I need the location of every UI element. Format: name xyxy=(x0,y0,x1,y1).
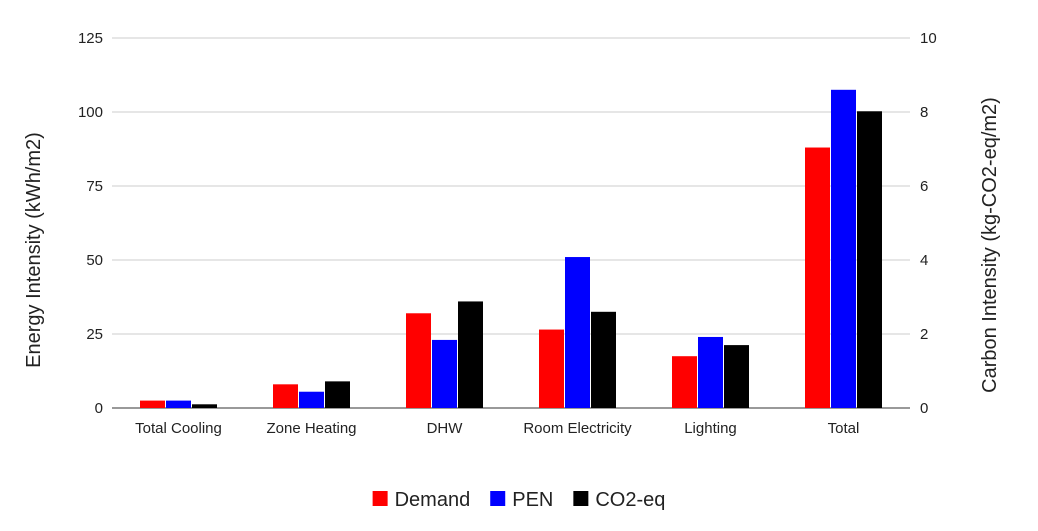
legend-label: CO2-eq xyxy=(595,489,665,511)
bar-pen-zone-heating xyxy=(299,391,324,408)
category-label: Total Cooling xyxy=(135,420,222,437)
right-axis-title: Carbon Intensity (kg-CO2-eq/m2) xyxy=(979,97,1001,393)
bar-demand-total-cooling xyxy=(140,400,165,408)
bar-co2-eq-dhw xyxy=(458,301,483,408)
legend-swatch xyxy=(573,491,589,506)
category-label: DHW xyxy=(427,420,464,437)
bar-co2-eq-lighting xyxy=(724,345,749,408)
right-tick-label: 2 xyxy=(920,326,928,343)
right-tick-label: 4 xyxy=(920,252,928,269)
legend-swatch xyxy=(490,491,506,506)
bars xyxy=(140,89,882,409)
right-tick-label: 8 xyxy=(920,104,928,121)
bar-pen-total-cooling xyxy=(166,400,191,408)
legend-item-demand: Demand xyxy=(372,489,471,511)
bar-pen-dhw xyxy=(432,339,457,408)
legend-swatch xyxy=(372,491,388,506)
bar-co2-eq-total xyxy=(857,111,882,408)
left-axis-title: Energy Intensity (kWh/m2) xyxy=(23,132,45,368)
bar-co2-eq-zone-heating xyxy=(325,381,350,408)
bar-demand-total xyxy=(805,147,830,408)
bar-demand-lighting xyxy=(672,356,697,408)
bar-pen-room-electricity xyxy=(565,257,590,408)
legend-label: Demand xyxy=(395,489,471,511)
bar-demand-dhw xyxy=(406,313,431,408)
left-tick-label: 125 xyxy=(78,30,103,47)
category-label: Room Electricity xyxy=(523,420,632,437)
left-axis-ticks: 0 25 50 75 100 125 xyxy=(78,30,103,417)
bar-pen-lighting xyxy=(698,336,723,408)
gridlines xyxy=(112,37,910,409)
bar-demand-room-electricity xyxy=(539,329,564,408)
right-axis-ticks: 0 2 4 6 8 10 xyxy=(920,30,937,417)
left-tick-label: 100 xyxy=(78,104,103,121)
category-labels: Total Cooling Zone Heating DHW Room Electri… xyxy=(135,420,859,437)
legend: Demand PEN CO2-eq xyxy=(372,489,665,511)
category-label: Lighting xyxy=(684,420,737,437)
legend-item-pen: PEN xyxy=(490,489,553,511)
category-label: Zone Heating xyxy=(266,420,356,437)
left-tick-label: 25 xyxy=(86,326,103,343)
left-tick-label: 50 xyxy=(86,252,103,269)
left-tick-label: 0 xyxy=(95,400,103,417)
legend-item-co2-eq: CO2-eq xyxy=(573,489,665,511)
bar-co2-eq-total-cooling xyxy=(192,404,217,408)
category-label: Total xyxy=(828,420,860,437)
left-tick-label: 75 xyxy=(86,178,103,195)
bar-demand-zone-heating xyxy=(273,384,298,408)
legend-label: PEN xyxy=(512,489,553,511)
right-tick-label: 6 xyxy=(920,178,928,195)
bar-co2-eq-room-electricity xyxy=(591,311,616,408)
right-tick-label: 10 xyxy=(920,30,937,47)
bar-pen-total xyxy=(831,89,856,409)
right-tick-label: 0 xyxy=(920,400,928,417)
